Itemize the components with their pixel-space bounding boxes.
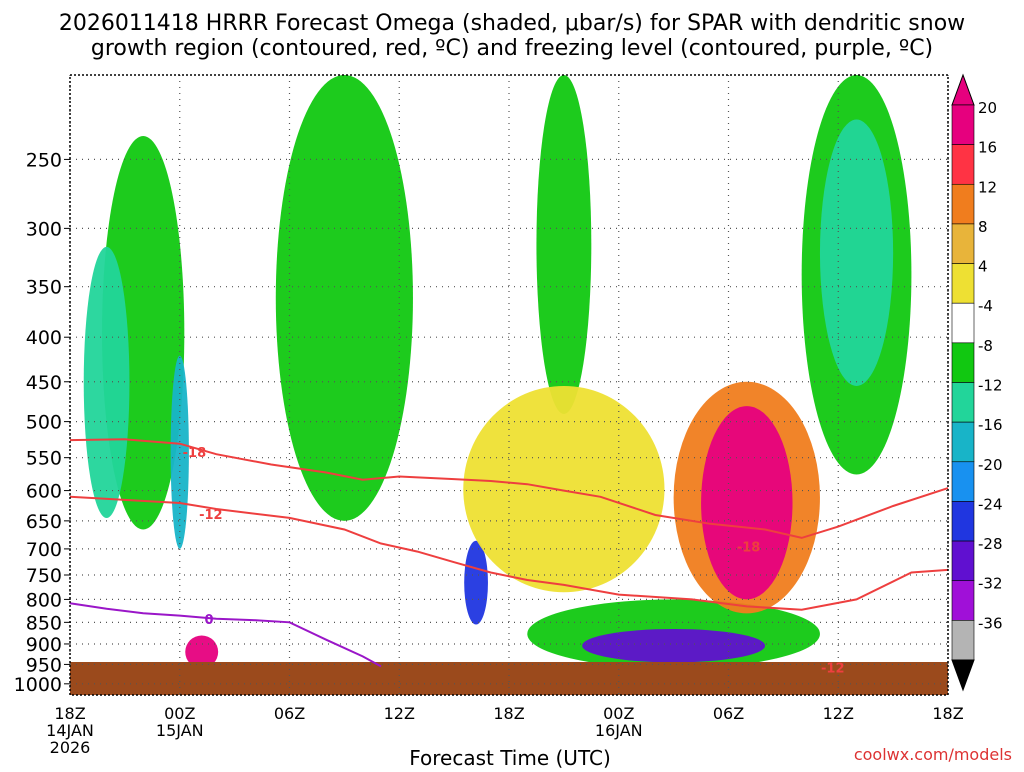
colorbar-top-triangle xyxy=(951,73,975,106)
y-tick-label: 750 xyxy=(26,565,62,587)
colorbar-swatch xyxy=(951,461,975,502)
y-tick-label: 350 xyxy=(26,277,62,299)
x-tick-date: 15JAN xyxy=(156,721,204,740)
x-tick-date: 14JAN xyxy=(46,721,94,740)
x-tick-label: 00Z xyxy=(603,704,634,723)
colorbar-swatch xyxy=(951,104,975,145)
x-axis-title: Forecast Time (UTC) xyxy=(409,746,611,768)
colorbar-label: -4 xyxy=(978,297,993,315)
x-tick-label: 00Z xyxy=(164,704,195,723)
colorbar-label: -32 xyxy=(978,575,1003,593)
y-tick-label: 300 xyxy=(26,218,62,240)
y-axis: 2503003504004505005506006507007508008509… xyxy=(14,149,70,696)
chart-title-line2: growth region (contoured, red, ºC) and f… xyxy=(91,36,933,61)
dgz-contour-lower xyxy=(69,495,949,611)
colorbar-swatch xyxy=(951,302,975,344)
colorbar-swatch xyxy=(951,223,975,264)
shading-region xyxy=(536,75,592,414)
y-tick-label: 650 xyxy=(26,511,62,533)
omega-shading xyxy=(83,74,912,669)
colorbar-label: -28 xyxy=(978,535,1003,553)
colorbar-label: 8 xyxy=(978,218,988,236)
x-tick-label: 18Z xyxy=(493,704,524,723)
contour-label: -18 xyxy=(183,446,207,461)
y-tick-label: 250 xyxy=(26,149,62,171)
x-tick-label: 06Z xyxy=(713,704,744,723)
contour-label: 0 xyxy=(204,613,213,628)
plot-area: -18 -12 -18 -12 0 xyxy=(69,74,949,696)
colorbar-label: -24 xyxy=(978,495,1003,513)
y-tick-label: 950 xyxy=(26,654,62,676)
y-tick-label: 400 xyxy=(26,327,62,349)
shading-region xyxy=(275,74,413,521)
contour-lines xyxy=(69,438,949,668)
contour-label: -12 xyxy=(821,662,845,677)
colorbar-swatch xyxy=(951,620,975,661)
colorbar-label: 12 xyxy=(978,178,997,196)
x-tick-year: 2026 xyxy=(50,738,91,757)
x-tick-date: 16JAN xyxy=(595,721,643,740)
y-tick-label: 500 xyxy=(26,412,62,434)
freezing-level-contour xyxy=(69,602,382,668)
colorbar-swatch xyxy=(951,263,975,304)
colorbar-bottom-triangle xyxy=(951,659,975,692)
x-tick-label: 18Z xyxy=(932,704,963,723)
colorbar-label: -12 xyxy=(978,377,1003,395)
colorbar-swatch xyxy=(951,501,975,542)
chart-title-line1: 2026011418 HRRR Forecast Omega (shaded, … xyxy=(59,11,965,36)
colorbar-swatch xyxy=(951,580,975,621)
colorbar-label: -20 xyxy=(978,456,1003,474)
dgz-contour-upper xyxy=(69,438,949,539)
colorbar: 20 16 12 8 4 -4 -8 -12 -16 -20 -24 -28 -32 -36 xyxy=(951,73,1003,692)
shading-region xyxy=(819,119,894,386)
colorbar-swatch xyxy=(951,382,975,423)
contour-labels: -18 -12 -18 -12 0 xyxy=(183,446,845,676)
colorbar-label: 4 xyxy=(978,258,988,276)
colorbar-label: 16 xyxy=(978,139,997,157)
y-tick-label: 900 xyxy=(26,634,62,656)
gridlines xyxy=(69,75,949,695)
y-tick-label: 600 xyxy=(26,481,62,503)
site-credit: coolwx.com/models xyxy=(854,745,1012,764)
y-tick-label: 700 xyxy=(26,539,62,561)
colorbar-label: -8 xyxy=(978,337,993,355)
colorbar-label: 20 xyxy=(978,99,997,117)
colorbar-label: -36 xyxy=(978,614,1003,632)
shading-region xyxy=(185,635,219,669)
colorbar-swatch xyxy=(951,342,975,383)
y-tick-label: 450 xyxy=(26,372,62,394)
contour-label: -12 xyxy=(199,508,223,523)
y-tick-label: 850 xyxy=(26,612,62,634)
shading-region xyxy=(582,628,766,663)
colorbar-swatch xyxy=(951,183,975,225)
y-tick-label: 1000 xyxy=(14,674,62,696)
shading-region xyxy=(83,246,130,518)
y-tick-label: 550 xyxy=(26,448,62,470)
x-tick-label: 06Z xyxy=(274,704,305,723)
shading-region xyxy=(464,540,488,625)
ground-surface xyxy=(70,662,948,695)
contour-label: -18 xyxy=(737,541,761,556)
x-tick-label: 18Z xyxy=(54,704,85,723)
colorbar-swatch xyxy=(951,421,975,463)
shading-region xyxy=(170,355,189,549)
y-tick-label: 800 xyxy=(26,589,62,611)
shading-region xyxy=(701,406,793,600)
colorbar-swatch xyxy=(951,540,975,582)
plot-frame xyxy=(69,74,949,696)
x-tick-label: 12Z xyxy=(384,704,415,723)
colorbar-swatch xyxy=(951,144,975,185)
x-tick-label: 12Z xyxy=(823,704,854,723)
colorbar-label: -16 xyxy=(978,416,1003,434)
shading-region xyxy=(463,385,665,593)
